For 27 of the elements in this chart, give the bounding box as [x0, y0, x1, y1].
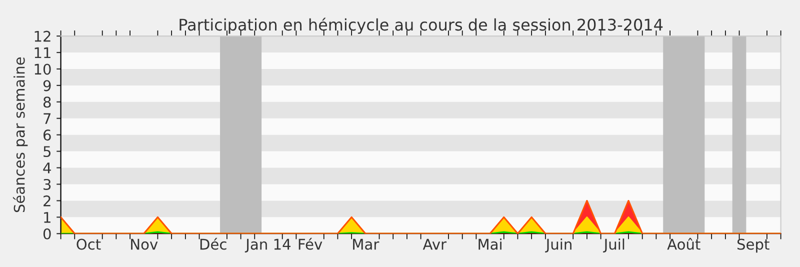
- x-tick-label: Jan 14: [244, 238, 291, 252]
- x-tick-label: Avr: [422, 238, 447, 250]
- x-tick-label: Mar: [353, 238, 380, 250]
- y-tick-label: 12: [34, 30, 50, 42]
- y-tick-label: 8: [43, 96, 51, 108]
- x-tick-label: Déc: [200, 238, 226, 250]
- y-axis-title: Séances par semaine: [12, 57, 28, 212]
- x-tick-label: Juin: [545, 238, 572, 252]
- y-tick-label: 11: [34, 47, 50, 58]
- y-tick-label: 0: [43, 228, 51, 240]
- y-tick-label: 4: [43, 162, 51, 174]
- y-tick-label: 5: [44, 146, 50, 158]
- x-tick-label: Fév: [298, 238, 322, 250]
- x-tick-label: Mai: [478, 238, 502, 250]
- y-tick-label: 1: [44, 212, 50, 223]
- x-tick-label: Août: [667, 238, 700, 250]
- y-tick-label: 6: [44, 130, 51, 141]
- y-tick-label: 9: [43, 80, 51, 92]
- x-tick-label: Oct: [76, 238, 101, 250]
- y-tick-label: 2: [44, 195, 50, 206]
- y-tick-label: 3: [44, 178, 51, 190]
- y-tick-label: 7: [44, 113, 51, 124]
- x-tick-label: Sept: [737, 238, 770, 253]
- y-tick-label: 10: [34, 64, 51, 75]
- x-tick-label: Juil: [603, 238, 624, 252]
- chart-title: Participation en hémicycle au cours de la session 2013-2014: [180, 18, 663, 34]
- x-tick-label: Nov: [131, 238, 158, 250]
